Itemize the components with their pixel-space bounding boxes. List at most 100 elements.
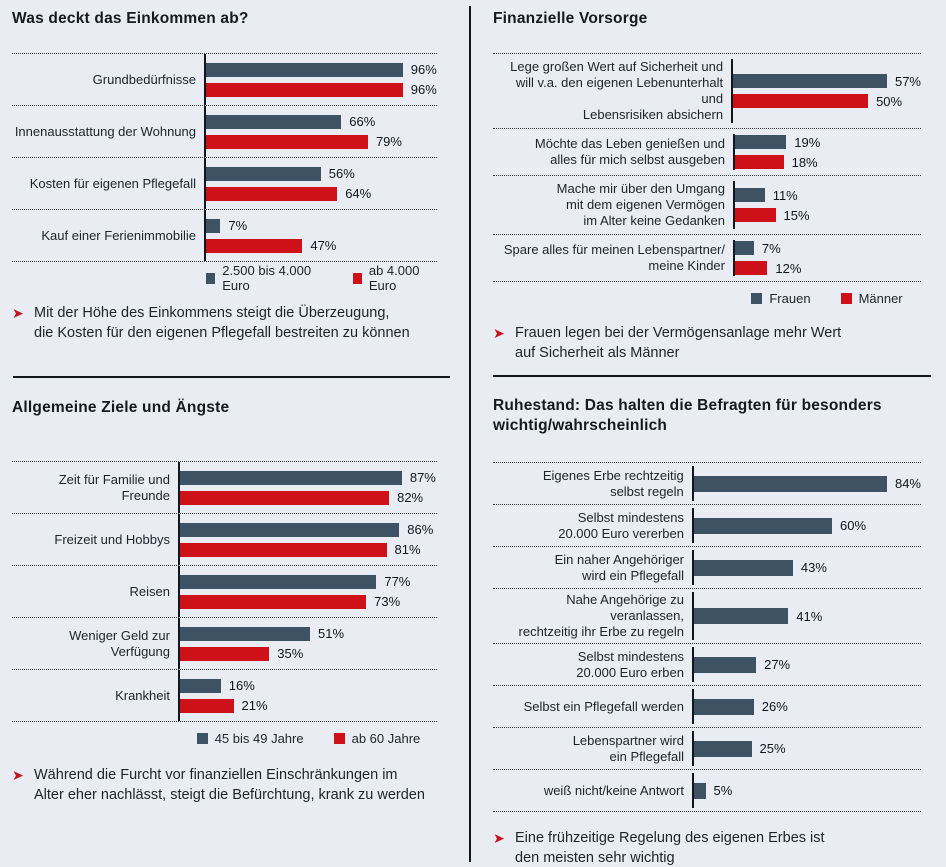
- legend-item: 2.500 bis 4.000 Euro: [206, 263, 323, 293]
- category-label: Innenausstattung der Wohnung: [14, 123, 196, 139]
- bar-line: 84%: [693, 475, 921, 492]
- bars-group: 5%: [692, 773, 921, 808]
- legend-label: 45 bis 49 Jahre: [214, 730, 304, 746]
- bars-group: 7% 47%: [204, 210, 437, 261]
- bar-ab 4.000 Euro: [206, 186, 338, 201]
- value-label: 79%: [375, 134, 402, 149]
- chart-row: Ein naher Angehöriger wird ein Pflegefal…: [493, 546, 921, 588]
- value-label: 25%: [759, 741, 786, 756]
- bars-group: 87% 82%: [178, 462, 437, 513]
- chart-row: Kosten für eigenen Pflegefall 56% 64%: [12, 157, 437, 209]
- bar-line: 12%: [735, 261, 921, 276]
- note-text: Mit der Höhe des Einkommens steigt die Ü…: [34, 305, 410, 341]
- bar-line: 7%: [735, 241, 921, 256]
- bar-2.500 bis 4.000 Euro: [206, 114, 342, 129]
- bar-line: 64%: [206, 186, 437, 201]
- bars-group: 86% 81%: [178, 514, 437, 565]
- bar-line: 82%: [180, 490, 437, 505]
- bar: [694, 517, 832, 534]
- legend-swatch: [840, 292, 852, 304]
- legend-item: ab 4.000 Euro: [352, 263, 437, 293]
- category-label: Möchte das Leben genießen und alles für …: [534, 136, 725, 167]
- bar-line: 87%: [180, 470, 437, 485]
- value-label: 16%: [228, 678, 255, 693]
- legend-swatch: [196, 732, 208, 744]
- chart-row: Zeit für Familie und Freunde 87% 82%: [12, 461, 437, 513]
- bar-line: 27%: [694, 656, 921, 673]
- bar-2.500 bis 4.000 Euro: [206, 62, 403, 77]
- legend-item: Frauen: [751, 291, 811, 306]
- value-label: 50%: [876, 93, 903, 109]
- bar-line: 60%: [694, 517, 921, 534]
- category-label: Kauf einer Ferienimmobilie: [41, 227, 196, 243]
- bar-line: 11%: [735, 188, 921, 203]
- bar-2.500 bis 4.000 Euro: [206, 218, 221, 233]
- arrow-icon: ➤: [493, 830, 505, 846]
- bar: [694, 740, 752, 757]
- bar-Frauen: [733, 74, 887, 88]
- chart-row: Innenausstattung der Wohnung 66% 79%: [12, 105, 437, 157]
- category-label: Freizeit und Hobbys: [54, 531, 170, 547]
- value-label: 27%: [764, 657, 791, 672]
- bar-line: 47%: [206, 238, 437, 253]
- legend-item: 45 bis 49 Jahre: [196, 730, 304, 746]
- legend-swatch: [333, 732, 345, 744]
- category-label: Weniger Geld zur Verfügung: [69, 627, 170, 659]
- panel-einkommen: Was deckt das Einkommen ab? Grundbedürfn…: [0, 0, 470, 378]
- value-label: 47%: [310, 238, 337, 253]
- chart-row: weiß nicht/keine Antwort 5%: [493, 769, 921, 811]
- value-label: 56%: [328, 166, 355, 181]
- category-label: Zeit für Familie und Freunde: [58, 471, 170, 503]
- legend-swatch: [751, 292, 763, 304]
- category-label: Lege großen Wert auf Sicherheit und will…: [510, 59, 724, 122]
- bar-line: 26%: [694, 698, 921, 715]
- category-label: Selbst ein Pflegefall werden: [523, 698, 684, 714]
- legend-label: 2.500 bis 4.000 Euro: [222, 263, 312, 293]
- bar-line: 18%: [735, 155, 921, 170]
- bar-line: 21%: [180, 698, 437, 713]
- bar-45 bis 49 Jahre: [180, 626, 311, 641]
- insight-note: ➤ Während die Furcht vor finanziellen Ei…: [12, 765, 437, 805]
- insight-note: ➤ Eine frühzeitige Regelung des eigenen …: [493, 828, 921, 867]
- chart-row: Eigenes Erbe rechtzeitig selbst regeln 84…: [493, 462, 921, 504]
- bar-chart-ruhestand: Eigenes Erbe rechtzeitig selbst regeln 84…: [493, 462, 921, 812]
- value-label: 18%: [791, 154, 818, 170]
- bar-chart-vorsorge: Lege großen Wert auf Sicherheit und will…: [493, 53, 921, 282]
- chart-row: Krankheit 16% 21%: [12, 669, 437, 721]
- note-text: Während die Furcht vor finanziellen Eins…: [34, 767, 425, 803]
- arrow-icon: ➤: [493, 325, 505, 341]
- legend-item: Männer: [840, 290, 903, 306]
- chart-row: Spare alles für meinen Lebenspartner/ me…: [493, 234, 921, 281]
- chart-row: Selbst mindestens 20.000 Euro erben 27%: [493, 643, 921, 685]
- value-label: 12%: [775, 260, 802, 276]
- panel-ruhestand: Ruhestand: Das halten die Befragten für …: [471, 378, 946, 867]
- bar-45 bis 49 Jahre: [180, 470, 402, 485]
- bar-line: 66%: [206, 114, 437, 129]
- category-label: Selbst mindestens 20.000 Euro erben: [576, 648, 684, 680]
- legend-swatch: [352, 272, 362, 284]
- legend-item: ab 60 Jahre: [333, 731, 420, 746]
- note-text: Frauen legen bei der Vermögensanlage meh…: [515, 325, 842, 361]
- bar-45 bis 49 Jahre: [180, 522, 400, 537]
- value-label: 7%: [761, 240, 781, 256]
- bar-line: 56%: [206, 166, 437, 181]
- bar-line: 25%: [694, 740, 921, 757]
- category-label: Selbst mindestens 20.000 Euro vererben: [558, 509, 684, 541]
- bar-Männer: [735, 261, 768, 275]
- chart-row: Lebenspartner wird ein Pflegefall 25%: [493, 727, 921, 769]
- bar-line: 96%: [206, 62, 437, 77]
- insight-note: ➤ Frauen legen bei der Vermögensanlage m…: [493, 323, 921, 363]
- category-label: Lebenspartner wird ein Pflegefall: [572, 732, 684, 764]
- category-label: Grundbedürfnisse: [92, 71, 196, 87]
- bars-group: 27%: [692, 647, 921, 682]
- bar-Männer: [735, 208, 776, 222]
- bar-chart-einkommen: Grundbedürfnisse 96% 96% Innenausstattung d…: [12, 53, 437, 262]
- legend-label: Männer: [858, 290, 903, 306]
- arrow-icon: ➤: [12, 305, 24, 321]
- bar-line: 73%: [180, 594, 437, 609]
- bar-line: 35%: [180, 646, 437, 661]
- legend-label: ab 4.000 Euro: [368, 263, 420, 293]
- chart-legend: 2.500 bis 4.000 Euro ab 4.000 Euro: [206, 263, 437, 293]
- legend-swatch: [206, 272, 216, 284]
- value-label: 15%: [783, 207, 810, 223]
